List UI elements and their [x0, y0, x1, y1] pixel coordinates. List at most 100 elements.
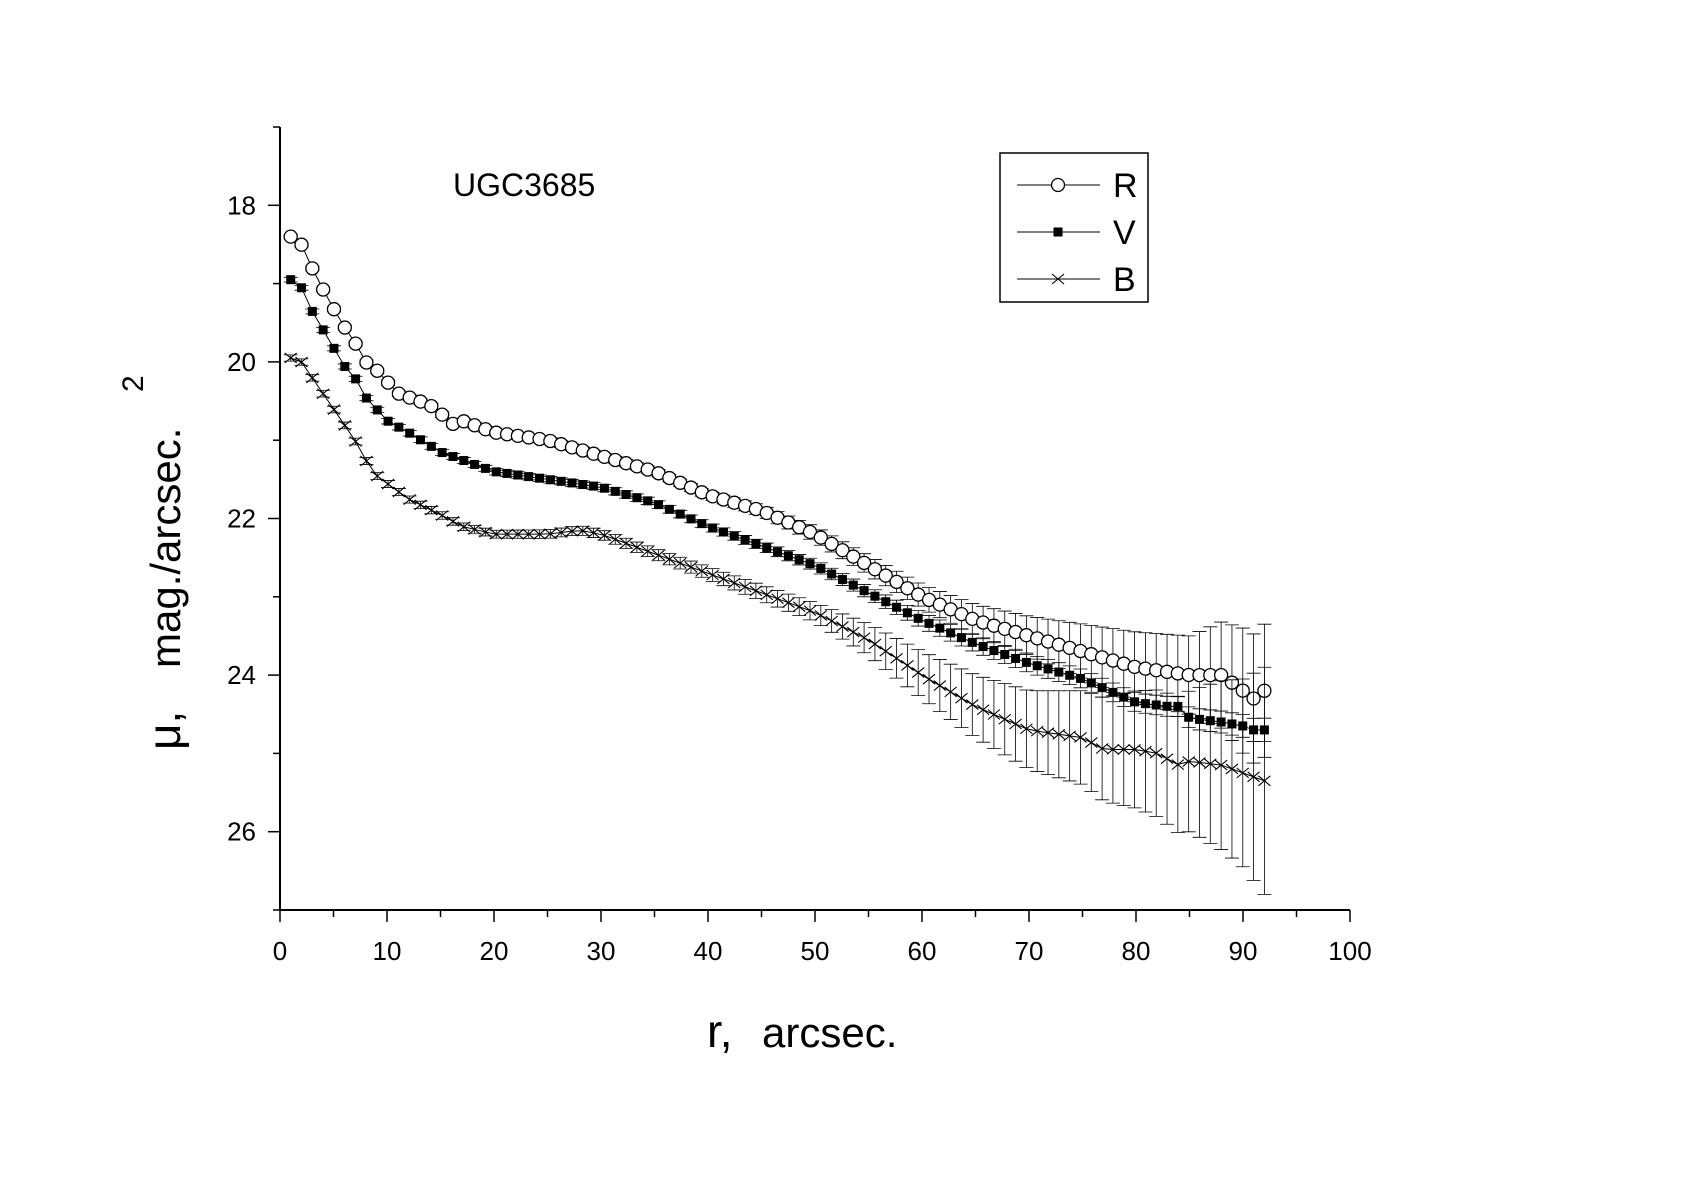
data-point: [729, 531, 739, 541]
data-point: [890, 652, 903, 664]
data-point: [1052, 728, 1066, 740]
data-point: [381, 478, 395, 490]
data-point: [284, 352, 298, 364]
data-point: [435, 510, 449, 521]
data-point: [652, 549, 665, 561]
data-point: [760, 589, 774, 601]
data-point: [878, 568, 893, 583]
data-point: [565, 525, 579, 537]
data-point: [870, 591, 880, 601]
data-point: [1139, 745, 1152, 757]
data-point: [1108, 687, 1118, 697]
data-point: [1247, 771, 1260, 783]
data-point: [740, 535, 750, 545]
y-tick-marks: [268, 126, 280, 911]
data-point: [459, 455, 469, 465]
data-point: [783, 551, 793, 561]
data-point: [1171, 759, 1185, 771]
data-point: [1030, 725, 1044, 737]
data-point: [727, 577, 741, 589]
data-point: [621, 490, 631, 500]
data-point: [351, 374, 361, 384]
data-point: [956, 633, 966, 643]
data-point: [416, 435, 426, 445]
plot-area: [283, 229, 1272, 895]
data-point: [1009, 718, 1022, 730]
data-point: [348, 336, 363, 351]
data-point: [630, 541, 644, 553]
data-point: [816, 563, 826, 573]
data-point: [468, 524, 481, 535]
legend-item-B: B: [1017, 261, 1136, 299]
data-point: [370, 363, 385, 378]
data-point: [340, 361, 350, 371]
data-point: [1095, 743, 1109, 754]
data-point: [283, 229, 298, 244]
y-tick-label: 26: [227, 817, 256, 847]
data-point: [392, 486, 406, 498]
data-point: [1041, 727, 1055, 739]
data-point: [1065, 670, 1075, 680]
data-point: [457, 521, 471, 533]
x-tick-label: 50: [801, 936, 830, 966]
data-point: [1086, 678, 1096, 688]
y-axis-title: μ, mag./arcsec. 2: [117, 375, 190, 750]
data-point: [511, 528, 525, 540]
data-point: [978, 642, 988, 652]
data-point: [448, 452, 458, 462]
data-point: [846, 549, 861, 564]
x-tick-label: 90: [1229, 936, 1258, 966]
y-tick-label: 18: [227, 190, 256, 220]
data-point: [1063, 730, 1077, 742]
data-point: [654, 500, 664, 510]
data-point: [489, 528, 503, 540]
legend: RVB: [999, 152, 1149, 303]
data-point: [857, 632, 871, 644]
data-point: [1258, 775, 1271, 787]
data-point: [1000, 649, 1010, 659]
legend-box: [999, 152, 1149, 303]
data-point: [632, 493, 642, 503]
data-point: [879, 645, 893, 657]
legend-item-V: V: [1017, 214, 1136, 252]
data-point: [695, 565, 709, 577]
data-point: [554, 527, 568, 538]
data-point: [825, 615, 839, 627]
data-point: [1236, 767, 1250, 779]
data-point: [610, 486, 620, 496]
data-point: [697, 519, 707, 529]
data-point: [946, 628, 956, 638]
data-point: [933, 680, 947, 691]
data-point: [370, 470, 384, 482]
data-point: [856, 555, 872, 571]
data-point: [533, 528, 546, 540]
data-point: [998, 713, 1012, 725]
data-point: [805, 559, 815, 569]
data-point: [545, 475, 555, 485]
y-axis-title-superscript: 2: [117, 375, 150, 392]
data-point: [827, 569, 837, 579]
x-tick-marks: [279, 910, 1351, 922]
data-point: [900, 581, 915, 596]
data-point: [567, 478, 577, 488]
x-tick-label: 20: [480, 936, 509, 966]
data-point: [578, 480, 588, 490]
data-point: [663, 553, 676, 565]
data-point: [965, 699, 979, 710]
data-point: [500, 528, 514, 540]
data-point: [901, 660, 914, 671]
data-point: [1160, 753, 1174, 765]
data-point: [902, 608, 912, 618]
data-point: [589, 481, 599, 491]
x-tick-label: 40: [694, 936, 723, 966]
y-tick-labels: 18 20 22 24 26: [227, 190, 256, 846]
data-point: [1097, 683, 1107, 693]
data-point: [762, 543, 772, 553]
data-point: [675, 509, 685, 519]
data-point: [544, 528, 557, 540]
data-point: [836, 621, 849, 632]
data-point: [1020, 723, 1033, 735]
data-point: [599, 483, 609, 493]
data-point: [305, 372, 319, 384]
